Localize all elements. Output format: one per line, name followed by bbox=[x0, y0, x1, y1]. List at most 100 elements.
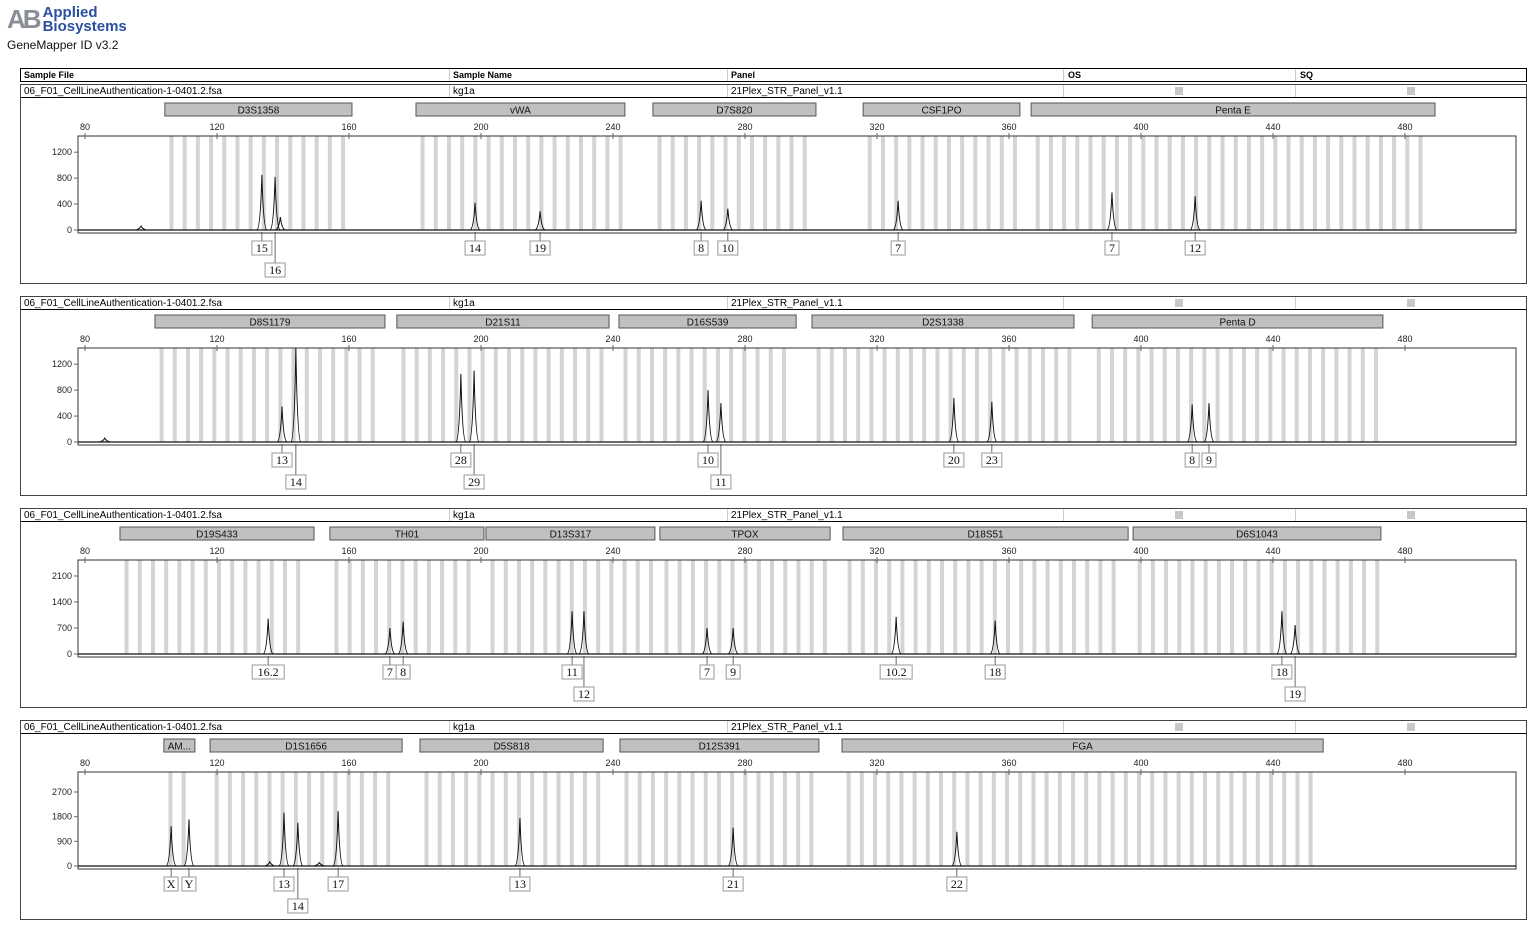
allele-bin bbox=[822, 560, 827, 654]
allele-bin bbox=[703, 772, 708, 866]
allele-bin bbox=[214, 772, 219, 866]
allele-bin bbox=[199, 348, 204, 442]
allele-bin bbox=[690, 560, 695, 654]
allele-bin bbox=[503, 772, 508, 866]
x-tick-label: 160 bbox=[341, 758, 356, 768]
allele-bin bbox=[1243, 560, 1248, 654]
marker-bar bbox=[1030, 102, 1436, 117]
x-tick-label: 440 bbox=[1265, 546, 1280, 556]
allele-bin bbox=[1418, 136, 1423, 230]
allele-bin bbox=[1296, 560, 1301, 654]
x-tick-label: 400 bbox=[1133, 758, 1148, 768]
allele-bin bbox=[867, 136, 872, 230]
y-tick-label: 800 bbox=[57, 385, 72, 395]
allele-bin bbox=[261, 136, 266, 230]
allele-label: 15 bbox=[256, 241, 268, 255]
peak bbox=[468, 370, 480, 443]
allele-bin bbox=[1334, 348, 1339, 442]
allele-bin bbox=[887, 560, 892, 654]
allele-bin bbox=[899, 772, 904, 866]
allele-label: 8 bbox=[1189, 453, 1195, 467]
allele-bin bbox=[578, 136, 583, 230]
allele-bin bbox=[386, 772, 391, 866]
peak bbox=[332, 811, 344, 867]
x-tick-label: 240 bbox=[605, 334, 620, 344]
electropherogram-plot: D8S1179 D21S11 D16S539 D2S1338 Penta D80 120 1… bbox=[52, 314, 1517, 490]
panel-name: 21Plex_STR_Panel_v1.1 bbox=[731, 722, 843, 733]
allele-bin bbox=[1255, 772, 1260, 866]
allele-bin bbox=[359, 772, 364, 866]
allele-box bbox=[722, 876, 744, 892]
y-tick-label: 0 bbox=[67, 437, 72, 447]
x-tick-label: 440 bbox=[1265, 758, 1280, 768]
peak bbox=[948, 397, 960, 443]
allele-label: 18 bbox=[1276, 665, 1288, 679]
allele-bin bbox=[387, 560, 392, 654]
allele-bin bbox=[235, 136, 240, 230]
allele-bin bbox=[464, 772, 469, 866]
allele-bin bbox=[856, 348, 861, 442]
allele-box bbox=[725, 664, 741, 680]
allele-bin bbox=[960, 136, 965, 230]
allele-bin bbox=[1255, 348, 1260, 442]
allele-bin bbox=[637, 772, 642, 866]
allele-bin bbox=[874, 560, 879, 654]
allele-label: 11 bbox=[566, 665, 578, 679]
allele-bin bbox=[869, 348, 874, 442]
allele-bin bbox=[756, 560, 761, 654]
allele-bin bbox=[222, 136, 227, 230]
allele-bin bbox=[1194, 136, 1199, 230]
x-tick-label: 400 bbox=[1133, 122, 1148, 132]
allele-bin bbox=[664, 772, 669, 866]
allele-bin bbox=[742, 348, 747, 442]
allele-bin bbox=[374, 560, 379, 654]
allele-box bbox=[879, 664, 913, 680]
x-tick-label: 280 bbox=[737, 546, 752, 556]
allele-bin bbox=[988, 348, 993, 442]
allele-bin bbox=[530, 560, 535, 654]
allele-bin bbox=[460, 136, 465, 230]
allele-box bbox=[271, 452, 293, 468]
x-tick-label: 120 bbox=[209, 122, 224, 132]
peak bbox=[890, 616, 902, 655]
allele-bin bbox=[347, 560, 352, 654]
x-tick-label: 480 bbox=[1397, 546, 1412, 556]
allele-box bbox=[1271, 664, 1293, 680]
marker-label: D13S317 bbox=[550, 530, 592, 541]
marker-bar bbox=[619, 738, 820, 753]
peak bbox=[695, 200, 707, 231]
marker-bar bbox=[415, 102, 626, 117]
allele-bin bbox=[730, 772, 735, 866]
marker-label: D16S539 bbox=[687, 318, 729, 329]
allele-bin bbox=[1019, 560, 1024, 654]
allele-bin bbox=[1352, 136, 1357, 230]
allele-bin bbox=[939, 772, 944, 866]
allele-bin bbox=[1365, 136, 1370, 230]
allele-bin bbox=[256, 560, 261, 654]
allele-bin bbox=[783, 560, 788, 654]
allele-bin bbox=[953, 560, 958, 654]
x-tick-label: 400 bbox=[1133, 546, 1148, 556]
allele-bin bbox=[1137, 772, 1142, 866]
marker-bar bbox=[842, 526, 1129, 541]
allele-bin bbox=[582, 772, 587, 866]
allele-bin bbox=[912, 772, 917, 866]
allele-bin bbox=[796, 560, 801, 654]
allele-bin bbox=[269, 560, 274, 654]
allele-bin bbox=[433, 136, 438, 230]
allele-bin bbox=[1392, 136, 1397, 230]
x-tick-label: 200 bbox=[473, 122, 488, 132]
peak bbox=[715, 403, 727, 443]
allele-label: 13 bbox=[278, 877, 290, 891]
allele-bin bbox=[169, 136, 174, 230]
marker-bar bbox=[811, 314, 1075, 329]
allele-bin bbox=[282, 560, 287, 654]
allele-bin bbox=[203, 560, 208, 654]
allele-bin bbox=[961, 348, 966, 442]
sq-flag-icon bbox=[1407, 511, 1415, 519]
peak bbox=[514, 818, 526, 867]
allele-box bbox=[251, 664, 285, 680]
peak bbox=[269, 176, 281, 231]
allele-box bbox=[1201, 452, 1217, 468]
x-tick-label: 320 bbox=[869, 334, 884, 344]
